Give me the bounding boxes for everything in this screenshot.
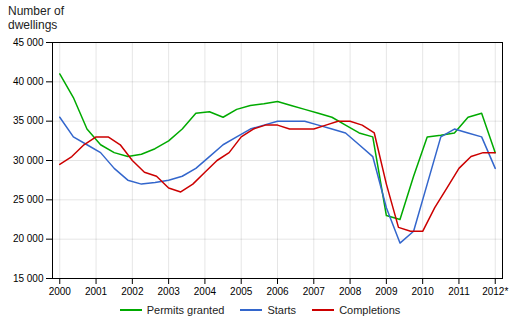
html-text:Permits granted: Permits granted bbox=[146, 304, 225, 316]
svg-text:2001: 2001 bbox=[85, 286, 108, 297]
svg-text:2004: 2004 bbox=[194, 286, 217, 297]
svg-text:2000: 2000 bbox=[49, 286, 72, 297]
svg-text:2010: 2010 bbox=[412, 286, 435, 297]
svg-text:2011: 2011 bbox=[448, 286, 470, 297]
svg-text:30 000: 30 000 bbox=[13, 155, 44, 166]
svg-text:15 000: 15 000 bbox=[13, 273, 44, 284]
svg-text:20 000: 20 000 bbox=[13, 233, 44, 244]
svg-text:2005: 2005 bbox=[230, 286, 253, 297]
svg-text:2012*: 2012* bbox=[482, 286, 508, 297]
svg-text:2003: 2003 bbox=[158, 286, 181, 297]
html-text:Completions: Completions bbox=[339, 304, 401, 316]
svg-text:35 000: 35 000 bbox=[13, 115, 44, 126]
svg-text:25 000: 25 000 bbox=[13, 194, 44, 205]
svg-text:2006: 2006 bbox=[266, 286, 289, 297]
svg-text:45 000: 45 000 bbox=[13, 37, 44, 48]
svg-text:2007: 2007 bbox=[303, 286, 326, 297]
svg-text:40 000: 40 000 bbox=[13, 76, 44, 87]
svg-text:2008: 2008 bbox=[339, 286, 362, 297]
html-text:Starts: Starts bbox=[267, 304, 297, 316]
svg-text:2009: 2009 bbox=[375, 286, 398, 297]
html-text:Number of dwellings: Number of dwellings bbox=[8, 4, 64, 32]
svg-text:2002: 2002 bbox=[121, 286, 144, 297]
